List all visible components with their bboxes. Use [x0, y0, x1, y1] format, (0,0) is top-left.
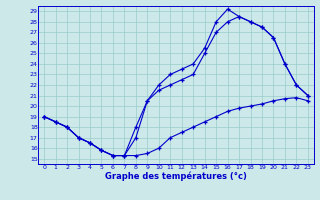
X-axis label: Graphe des températures (°c): Graphe des températures (°c)	[105, 171, 247, 181]
